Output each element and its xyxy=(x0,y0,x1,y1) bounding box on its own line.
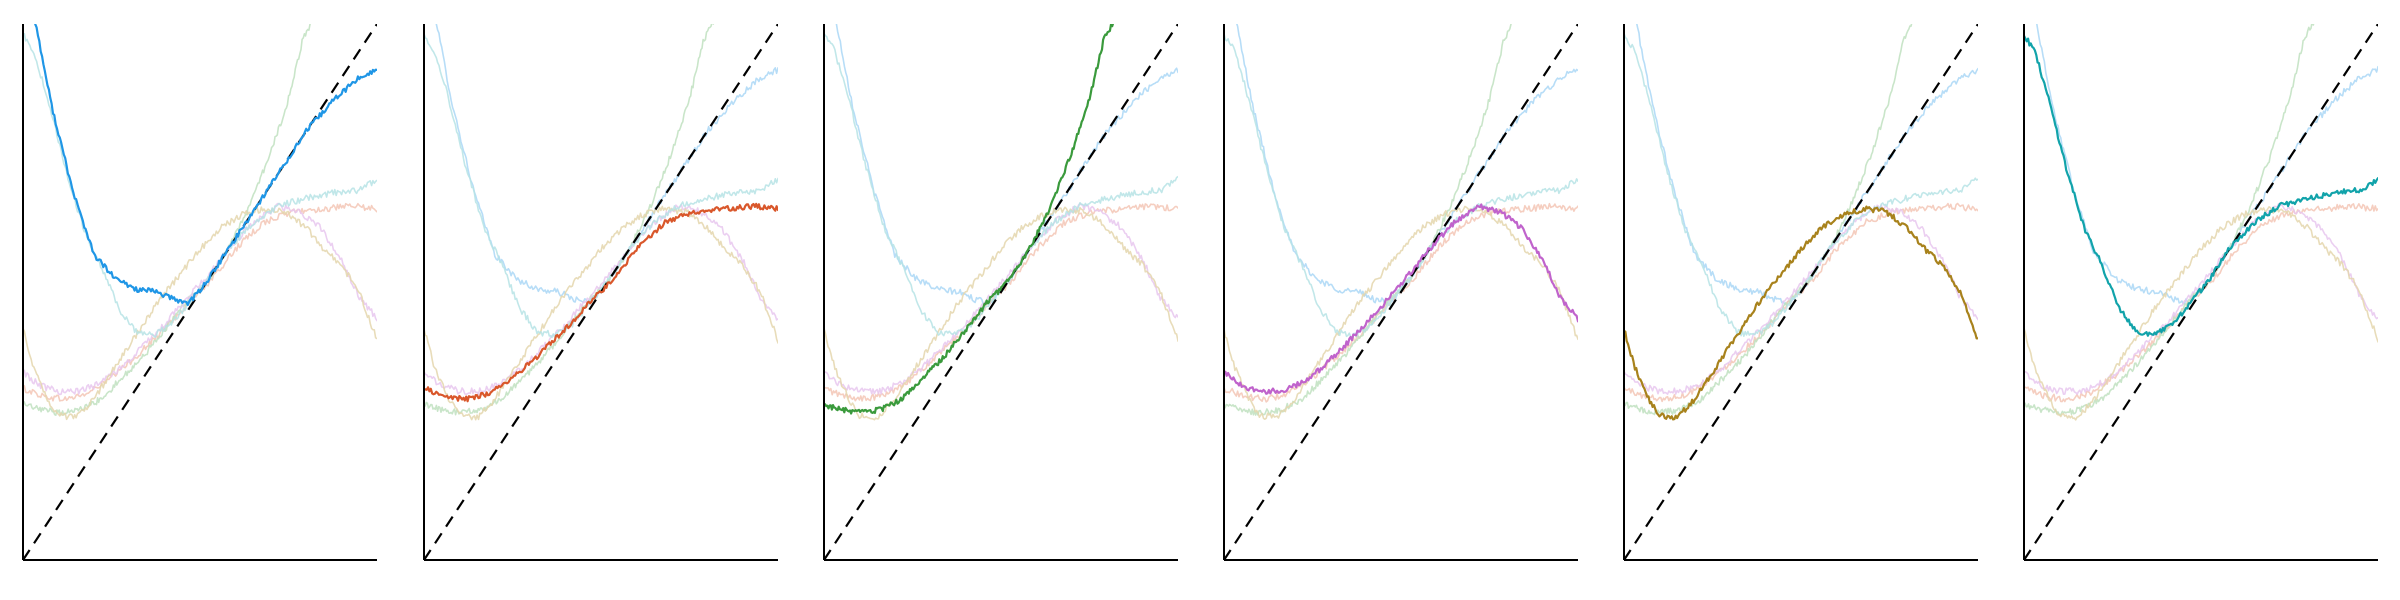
highlighted-series-line xyxy=(424,202,778,403)
highlighted-series-line xyxy=(1624,205,1978,421)
background-series-line xyxy=(1624,203,1978,395)
highlighted-series-line xyxy=(1224,203,1578,395)
background-series-line xyxy=(1224,205,1578,420)
reference-diagonal-line xyxy=(824,24,1178,560)
background-series-line xyxy=(424,32,778,339)
background-series-line xyxy=(2024,203,2378,395)
reference-diagonal-line xyxy=(1624,24,1978,560)
background-series-line xyxy=(23,206,377,421)
plot-area xyxy=(23,24,377,560)
background-series-line xyxy=(824,206,1178,421)
plot-area xyxy=(824,24,1178,560)
background-series-line xyxy=(23,33,377,339)
background-series-line xyxy=(1636,24,1978,305)
background-series-line xyxy=(23,24,311,416)
background-series-line xyxy=(1236,24,1578,306)
background-series-line xyxy=(2024,24,2315,416)
background-series-line xyxy=(824,202,1178,395)
background-series-line xyxy=(424,24,715,416)
panel-3 xyxy=(823,24,1178,561)
background-series-line xyxy=(2024,206,2378,421)
panel-4 xyxy=(1223,24,1578,561)
panel-6 xyxy=(2023,24,2378,561)
background-series-line xyxy=(835,24,1178,306)
panel-1 xyxy=(22,24,377,561)
background-series-line xyxy=(1224,24,1512,416)
plot-area xyxy=(2024,24,2378,560)
background-series-line xyxy=(23,202,377,402)
background-series-line xyxy=(2036,24,2378,305)
highlighted-series-line xyxy=(2024,34,2378,337)
highlighted-series-line xyxy=(34,24,377,307)
background-series-line xyxy=(1224,32,1578,339)
background-series-line xyxy=(23,202,377,396)
background-series-line xyxy=(424,204,778,396)
plot-area xyxy=(424,24,778,560)
background-series-line xyxy=(424,205,778,421)
plot-area xyxy=(1224,24,1578,560)
reference-diagonal-line xyxy=(1224,24,1578,560)
highlighted-series-line xyxy=(824,24,1115,415)
plot-area xyxy=(1624,24,1978,560)
panel-5 xyxy=(1623,24,1978,561)
background-series-line xyxy=(1624,24,1913,416)
background-series-line xyxy=(435,24,778,305)
panel-2 xyxy=(423,24,778,561)
